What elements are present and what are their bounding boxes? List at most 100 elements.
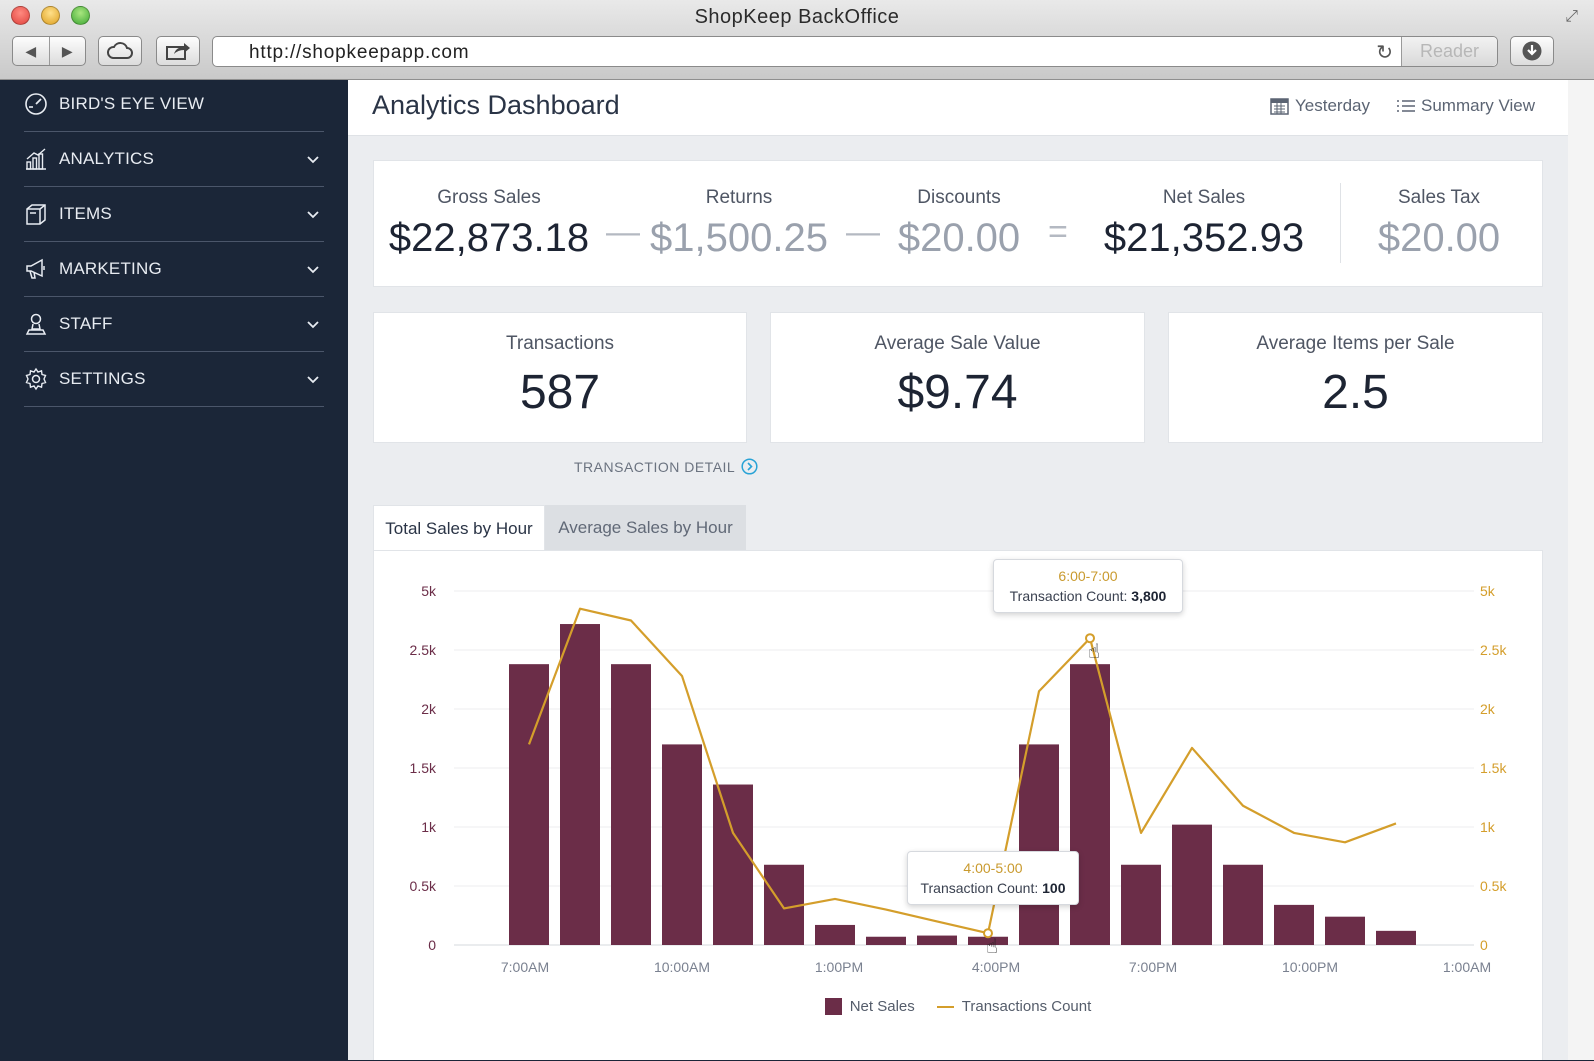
window-controls xyxy=(11,6,90,25)
right-axis-tick-label: 2k xyxy=(1480,701,1496,717)
tooltip-value: 3,800 xyxy=(1131,588,1167,604)
legend-item-net-sales[interactable]: Net Sales xyxy=(824,998,915,1015)
share-button[interactable] xyxy=(156,36,200,66)
left-axis-tick-label: 1.5k xyxy=(410,760,437,776)
legend-swatch xyxy=(936,1005,954,1008)
icloud-button[interactable] xyxy=(98,36,142,66)
average-sale-value-card: Average Sale Value $9.74 xyxy=(770,312,1145,443)
reader-button[interactable]: Reader xyxy=(1401,37,1497,66)
sidebar-item-settings[interactable]: SETTINGS xyxy=(24,352,324,407)
right-axis-tick-label: 0 xyxy=(1480,937,1488,953)
download-icon xyxy=(1522,41,1542,61)
zoom-window-button[interactable] xyxy=(71,6,90,25)
back-button[interactable]: ◀ xyxy=(13,37,50,65)
discounts-metric: Discounts $20.00 xyxy=(879,161,1039,288)
sidebar-item-label: ITEMS xyxy=(59,204,112,223)
sales-tax-metric: Sales Tax $20.00 xyxy=(1359,161,1519,288)
sidebar-item-marketing[interactable]: MARKETING xyxy=(24,242,324,297)
date-filter-label: Yesterday xyxy=(1295,96,1370,115)
sidebar-item-items[interactable]: ITEMS xyxy=(24,187,324,242)
close-window-button[interactable] xyxy=(11,6,30,25)
metric-label: Returns xyxy=(705,187,773,208)
left-axis-tick-label: 2k xyxy=(421,701,437,717)
sidebar-item-staff[interactable]: STAFF xyxy=(24,297,324,352)
page-title: Analytics Dashboard xyxy=(372,90,620,120)
sidebar-item-birds-eye-view[interactable]: BIRD'S EYE VIEW xyxy=(24,77,324,132)
gross-sales-metric: Gross Sales $22,873.18 xyxy=(374,161,604,288)
chart-tooltip: 4:00-5:00 Transaction Count: 100 xyxy=(907,851,1079,905)
metric-label: Average Sale Value xyxy=(874,333,1041,354)
net-sales-bar xyxy=(1325,916,1365,945)
left-axis-tick-label: 0.5k xyxy=(410,878,437,894)
transactions-point xyxy=(983,928,993,939)
x-axis-tick-label: 10:00PM xyxy=(1282,959,1338,975)
net-sales-bar xyxy=(1172,824,1212,945)
bar-chart-icon xyxy=(24,147,48,171)
returns-metric: Returns $1,500.25 xyxy=(639,161,839,288)
legend-label: Transactions Count xyxy=(961,998,1092,1015)
sidebar-item-analytics[interactable]: ANALYTICS xyxy=(24,132,324,187)
chevron-down-icon[interactable] xyxy=(306,372,320,386)
url-text[interactable]: http://shopkeepapp.com xyxy=(249,42,470,63)
cloud-icon xyxy=(107,42,133,59)
net-sales-bar xyxy=(866,936,906,945)
sales-summary-card: Gross Sales $22,873.18 — Returns $1,500.… xyxy=(373,160,1543,287)
list-icon xyxy=(1397,100,1415,112)
net-sales-bar xyxy=(1019,744,1059,945)
chevron-down-icon[interactable] xyxy=(306,262,320,276)
address-bar[interactable]: http://shopkeepapp.com ↻ Reader xyxy=(212,36,1498,67)
reload-icon[interactable]: ↻ xyxy=(1376,42,1393,64)
net-sales-metric: Net Sales $21,352.93 xyxy=(1094,161,1314,288)
chevron-down-icon[interactable] xyxy=(306,317,320,331)
legend-item-transactions-count[interactable]: Transactions Count xyxy=(936,998,1092,1015)
main-content: Analytics Dashboard Yesterday Summary Vi… xyxy=(348,80,1568,1060)
transactions-line xyxy=(527,607,1397,935)
tooltip-label: Transaction Count: xyxy=(920,880,1039,896)
transactions-card: Transactions 587 xyxy=(373,312,747,443)
right-axis-tick-label: 5k xyxy=(1480,583,1496,599)
summary-view-button[interactable]: Summary View xyxy=(1397,96,1535,116)
net-sales-bar xyxy=(917,935,957,945)
arrow-circle-right-icon xyxy=(741,458,758,475)
sidebar-item-label: STAFF xyxy=(59,314,113,333)
scrollbar[interactable] xyxy=(1568,80,1594,1060)
right-axis-tick-label: 0.5k xyxy=(1480,878,1507,894)
sales-chart-card: 0 0 0.5k 0.5k 1k 1k 1.5k 1.5k 2k 2k 2.5k 2.5k 5k 5k 7:… xyxy=(373,550,1543,1060)
transaction-detail-link[interactable]: TRANSACTION DETAIL xyxy=(574,458,758,475)
equals-operator: = xyxy=(1048,213,1068,251)
sidebar: BIRD'S EYE VIEW ANALYTICS ITEMS MARKETIN… xyxy=(0,80,348,1060)
downloads-button[interactable] xyxy=(1510,36,1554,66)
left-axis-tick-label: 5k xyxy=(421,583,437,599)
history-nav: ◀ ▶ xyxy=(12,36,86,66)
tooltip-time: 4:00-5:00 xyxy=(963,860,1023,876)
tab-total-sales-by-hour[interactable]: Total Sales by Hour xyxy=(373,505,545,551)
fullscreen-icon[interactable]: ⤢ xyxy=(1565,8,1578,25)
metric-value: $21,352.93 xyxy=(1103,216,1305,260)
metric-value: $22,873.18 xyxy=(388,216,590,260)
net-sales-bar xyxy=(968,936,1008,945)
x-axis-tick-label: 1:00PM xyxy=(815,959,863,975)
left-axis-tick-label: 0 xyxy=(428,937,436,953)
date-filter-button[interactable]: Yesterday xyxy=(1270,96,1370,116)
window-title: ShopKeep BackOffice xyxy=(694,6,900,28)
legend-swatch xyxy=(824,998,842,1015)
chevron-down-icon[interactable] xyxy=(306,152,320,166)
metric-value: $1,500.25 xyxy=(650,216,828,260)
net-sales-bar xyxy=(815,924,855,945)
tab-average-sales-by-hour[interactable]: Average Sales by Hour xyxy=(545,505,746,551)
minimize-window-button[interactable] xyxy=(41,6,60,25)
minus-operator: — xyxy=(606,213,640,251)
legend-label: Net Sales xyxy=(849,998,915,1015)
left-axis-tick-label: 1k xyxy=(421,819,437,835)
calendar-icon xyxy=(1270,98,1289,115)
sales-by-hour-chart: 0 0 0.5k 0.5k 1k 1k 1.5k 1.5k 2k 2k 2.5k 2.5k 5k 5k 7:… xyxy=(410,583,1508,975)
chevron-down-icon[interactable] xyxy=(306,207,320,221)
megaphone-icon xyxy=(24,257,48,281)
gauge-icon xyxy=(24,92,48,116)
transactions-point xyxy=(1085,633,1095,644)
tooltip-label: Transaction Count: xyxy=(1009,588,1128,604)
net-sales-bar xyxy=(713,784,753,945)
metric-value: 2.5 xyxy=(1322,366,1389,419)
right-axis-tick-label: 1.5k xyxy=(1480,760,1507,776)
forward-button[interactable]: ▶ xyxy=(61,42,73,59)
